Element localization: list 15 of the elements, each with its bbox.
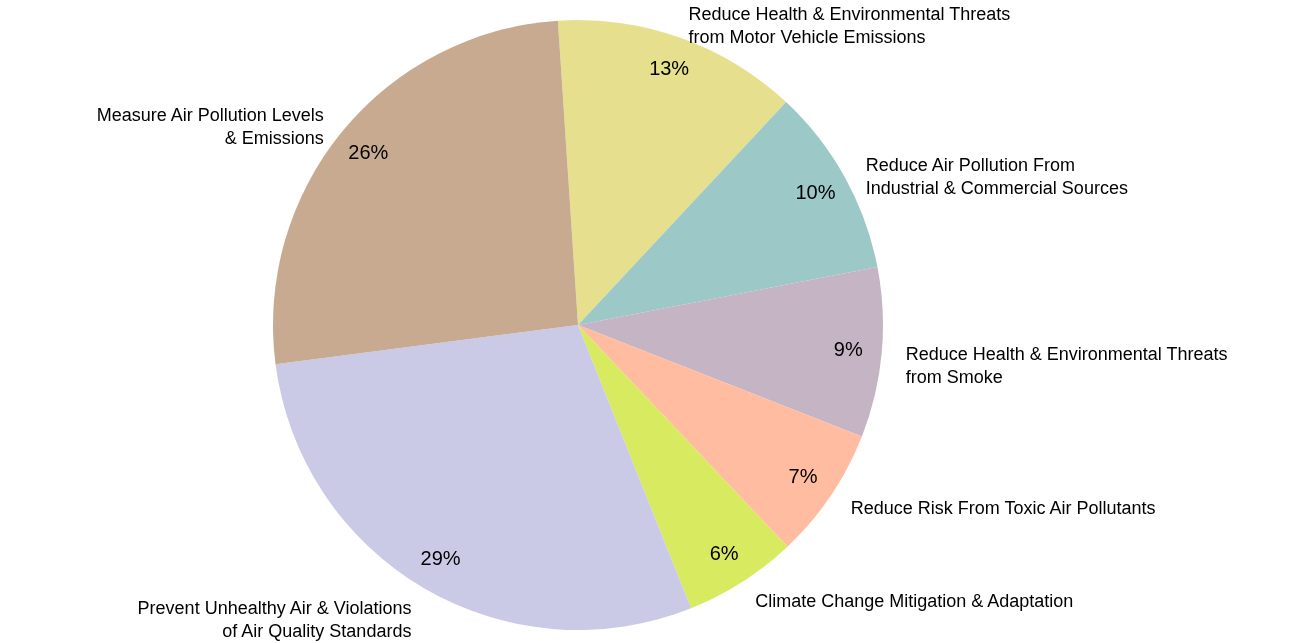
slice-label: Measure Air Pollution Levels & Emissions <box>96 105 324 149</box>
data-label: 10% <box>795 181 836 204</box>
slice-label: Reduce Air Pollution From Industrial & Commercial Sources <box>865 154 1128 198</box>
data-label: 13% <box>649 57 690 80</box>
data-label: 7% <box>788 464 818 487</box>
data-label: 9% <box>833 337 863 360</box>
slice-label: Reduce Health & Environmental Threats from Motor Vehicle Emissions <box>688 4 1011 48</box>
data-label: 29% <box>420 547 461 570</box>
pie-slice <box>578 266 883 437</box>
data-label: 26% <box>348 140 389 163</box>
slice-label: Reduce Health & Environmental Threats from Smoke <box>905 343 1228 387</box>
data-label: 6% <box>709 541 739 564</box>
slice-label: Prevent Unhealthy Air & Violations of Air Quality Standards <box>137 597 412 641</box>
slice-label: Reduce Risk From Toxic Air Pollutants <box>850 498 1156 519</box>
slice-label: Climate Change Mitigation & Adaptation <box>755 591 1074 612</box>
